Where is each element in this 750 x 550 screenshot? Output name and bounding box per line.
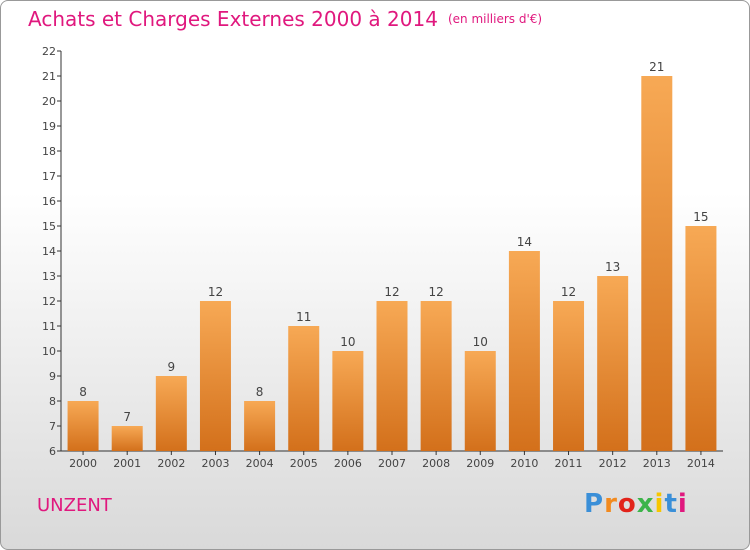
data-label: 15 [693,210,708,224]
x-tick-label: 2002 [157,457,185,470]
x-tick-label: 2003 [201,457,229,470]
y-tick-label: 18 [42,145,56,158]
logo-letter: t [664,489,678,519]
data-label: 21 [649,60,664,74]
y-tick-label: 12 [42,295,56,308]
bar [553,301,585,451]
x-tick-label: 2005 [290,457,318,470]
x-tick-label: 2006 [334,457,362,470]
y-tick-label: 19 [42,120,56,133]
logo-letter: i [654,489,665,519]
logo-letter: r [604,489,618,519]
x-axis: 2000 2001 2002 2003 2004 2005 2006 2007 2008 2009… [61,450,723,470]
data-label: 12 [384,285,399,299]
data-label: 12 [208,285,223,299]
proxiti-logo: Proxiti [584,489,688,519]
bar [420,301,452,451]
y-tick-label: 20 [42,95,56,108]
logo-letter: o [617,489,637,519]
bar [67,401,99,451]
data-label: 12 [428,285,443,299]
y-tick-label: 11 [42,320,56,333]
bar [155,376,187,451]
bar [641,76,673,451]
y-tick-label: 13 [42,270,56,283]
bar [199,301,231,451]
x-tick-label: 2014 [687,457,715,470]
x-tick-label: 2008 [422,457,450,470]
bar [464,351,496,451]
x-tick-label: 2000 [69,457,97,470]
x-tick-label: 2010 [510,457,538,470]
y-tick-label: 22 [42,45,56,58]
x-tick-label: 2013 [643,457,671,470]
bar [508,251,540,451]
chart-title: Achats et Charges Externes 2000 à 2014 (e… [28,7,542,31]
bar [111,426,143,451]
bar [332,351,364,451]
bar [288,326,320,451]
x-tick-label: 2004 [246,457,274,470]
commune-name: UNZENT [37,495,112,516]
title-unit: (en milliers d'€) [447,12,543,26]
bar [376,301,408,451]
data-label: 12 [561,285,576,299]
bar [685,226,717,451]
data-label: 10 [340,335,355,349]
logo-letter: P [584,489,605,519]
y-tick-label: 7 [49,420,56,433]
y-axis: 6 7 8 9 10 11 12 13 14 15 16 17 18 19 20 21 22 [42,45,62,458]
logo-letter: i [677,489,688,519]
data-label: 13 [605,260,620,274]
y-tick-label: 14 [42,245,56,258]
x-tick-label: 2001 [113,457,141,470]
data-label: 14 [517,235,532,249]
x-tick-label: 2009 [466,457,494,470]
y-tick-label: 8 [49,395,56,408]
y-tick-label: 10 [42,345,56,358]
x-tick-label: 2012 [599,457,627,470]
y-tick-label: 16 [42,195,56,208]
y-tick-label: 17 [42,170,56,183]
data-label: 11 [296,310,311,324]
y-tick-label: 9 [49,370,56,383]
bar [244,401,276,451]
bar [597,276,629,451]
data-label: 9 [168,360,176,374]
logo-letter: x [636,489,655,519]
y-tick-label: 15 [42,220,56,233]
data-labels: 8 7 9 12 8 11 10 12 12 10 14 12 13 21 15 [79,60,708,424]
bars [67,76,717,451]
x-tick-label: 2007 [378,457,406,470]
x-tick-label: 2011 [555,457,583,470]
data-label: 8 [256,385,264,399]
y-tick-label: 21 [42,70,56,83]
title-main: Achats et Charges Externes 2000 à 2014 [28,7,438,31]
data-label: 10 [473,335,488,349]
data-label: 8 [79,385,87,399]
y-tick-label: 6 [49,445,56,458]
data-label: 7 [123,410,131,424]
